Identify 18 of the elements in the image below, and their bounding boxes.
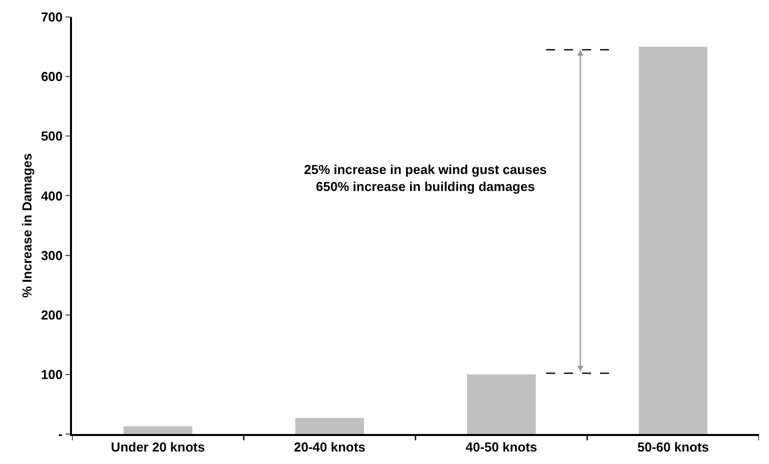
bar: [467, 374, 536, 434]
y-tick-label: 700: [40, 10, 63, 25]
y-axis-title: % Increase in Damages: [19, 153, 34, 298]
x-tick-label: 20-40 knots: [294, 439, 366, 454]
y-tick-label: 600: [40, 69, 63, 84]
x-tick-label: 50-60 knots: [637, 439, 709, 454]
bar: [638, 46, 708, 434]
y-tick-label: 300: [40, 248, 63, 263]
y-tick-label: 500: [40, 128, 63, 144]
annotation: 25% increase in peak wind gust causes 650% increase in building damages: [304, 162, 547, 194]
bar: [124, 426, 192, 434]
y-tick-label: -: [58, 426, 63, 442]
y-tick-label: 100: [40, 366, 63, 382]
x-tick-label: Under 20 knots: [110, 439, 205, 454]
y-tick-label: 400: [40, 188, 63, 204]
y-tick-label: 200: [40, 307, 63, 322]
bar: [295, 418, 364, 434]
x-tick-label: 40-50 knots: [466, 439, 538, 454]
